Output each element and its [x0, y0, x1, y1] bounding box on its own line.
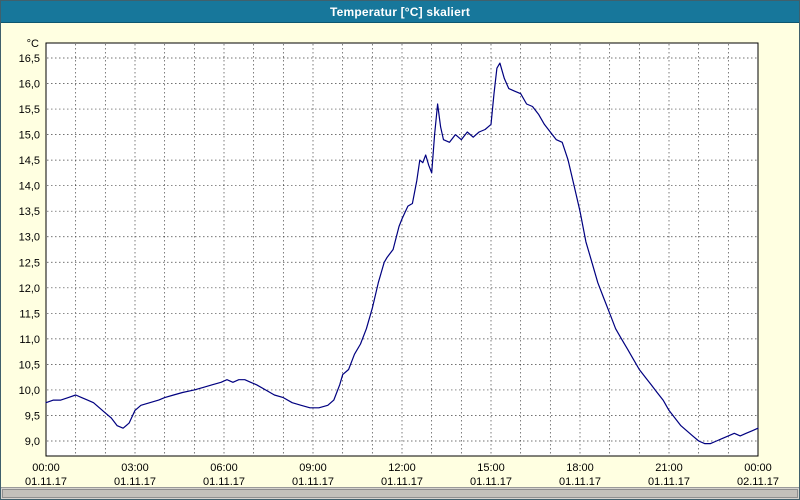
temperature-line-chart: °C 16,5 16,0 15,5 15,0 14,5 14,0 13,5 13,0 12,5 12…: [19, 38, 779, 488]
x-tick-time-label: 00:00: [32, 462, 60, 474]
y-tick-label: 10,5: [19, 359, 40, 371]
x-tick-date-label: 01.11.17: [203, 476, 245, 488]
x-tick-time-label: 12:00: [388, 462, 416, 474]
x-tick-time-label: 18:00: [566, 462, 594, 474]
y-tick-label: 9,5: [25, 410, 40, 422]
x-tick-date-label: 02.11.17: [737, 476, 779, 488]
x-tick-date-label: 01.11.17: [648, 476, 690, 488]
y-tick-label: 12,0: [19, 283, 40, 295]
y-tick-label: 13,0: [19, 232, 40, 244]
y-tick-label: 10,0: [19, 385, 40, 397]
x-tick-time-label: 09:00: [299, 462, 327, 474]
y-tick-label: 13,5: [19, 206, 40, 218]
x-tick-date-label: 01.11.17: [292, 476, 334, 488]
chart-title: Temperatur [°C] skaliert: [329, 4, 471, 19]
x-tick-date-label: 01.11.17: [25, 476, 67, 488]
y-axis-unit-label: °C: [27, 38, 39, 50]
x-tick-time-label: 03:00: [121, 462, 149, 474]
x-tick-time-label: 06:00: [210, 462, 238, 474]
y-tick-label: 16,5: [19, 53, 40, 65]
horizontal-scrollbar-thumb[interactable]: [2, 489, 798, 498]
x-tick-time-label: 00:00: [744, 462, 772, 474]
x-tick-time-label: 15:00: [477, 462, 505, 474]
chart-title-bar: Temperatur [°C] skaliert: [1, 1, 799, 23]
grid-lines: [47, 44, 757, 455]
y-tick-label: 14,5: [19, 155, 40, 167]
temperature-series-line: [45, 62, 759, 445]
x-tick-time-label: 21:00: [655, 462, 683, 474]
y-tick-label: 16,0: [19, 79, 40, 91]
x-tick-date-label: 01.11.17: [114, 476, 156, 488]
y-tick-label: 11,5: [19, 308, 40, 320]
y-tick-label: 12,5: [19, 257, 40, 269]
x-tick-date-label: 01.11.17: [559, 476, 601, 488]
horizontal-scrollbar[interactable]: [1, 487, 799, 499]
x-tick-date-label: 01.11.17: [381, 476, 423, 488]
y-tick-label: 15,5: [19, 104, 40, 116]
x-axis-labels: 00:00 01.11.17 03:00 01.11.17 06:00 01.11.17 0…: [25, 462, 779, 488]
y-tick-label: 14,0: [19, 181, 40, 193]
y-tick-label: 9,0: [25, 436, 40, 448]
y-tick-label: 15,0: [19, 130, 40, 142]
y-tick-label: 11,0: [19, 334, 40, 346]
chart-container: °C 16,5 16,0 15,5 15,0 14,5 14,0 13,5 13,0 12,5 12…: [1, 23, 799, 488]
x-tick-date-label: 01.11.17: [470, 476, 512, 488]
y-axis-labels: °C 16,5 16,0 15,5 15,0 14,5 14,0 13,5 13,0 12,5 12…: [19, 38, 40, 448]
